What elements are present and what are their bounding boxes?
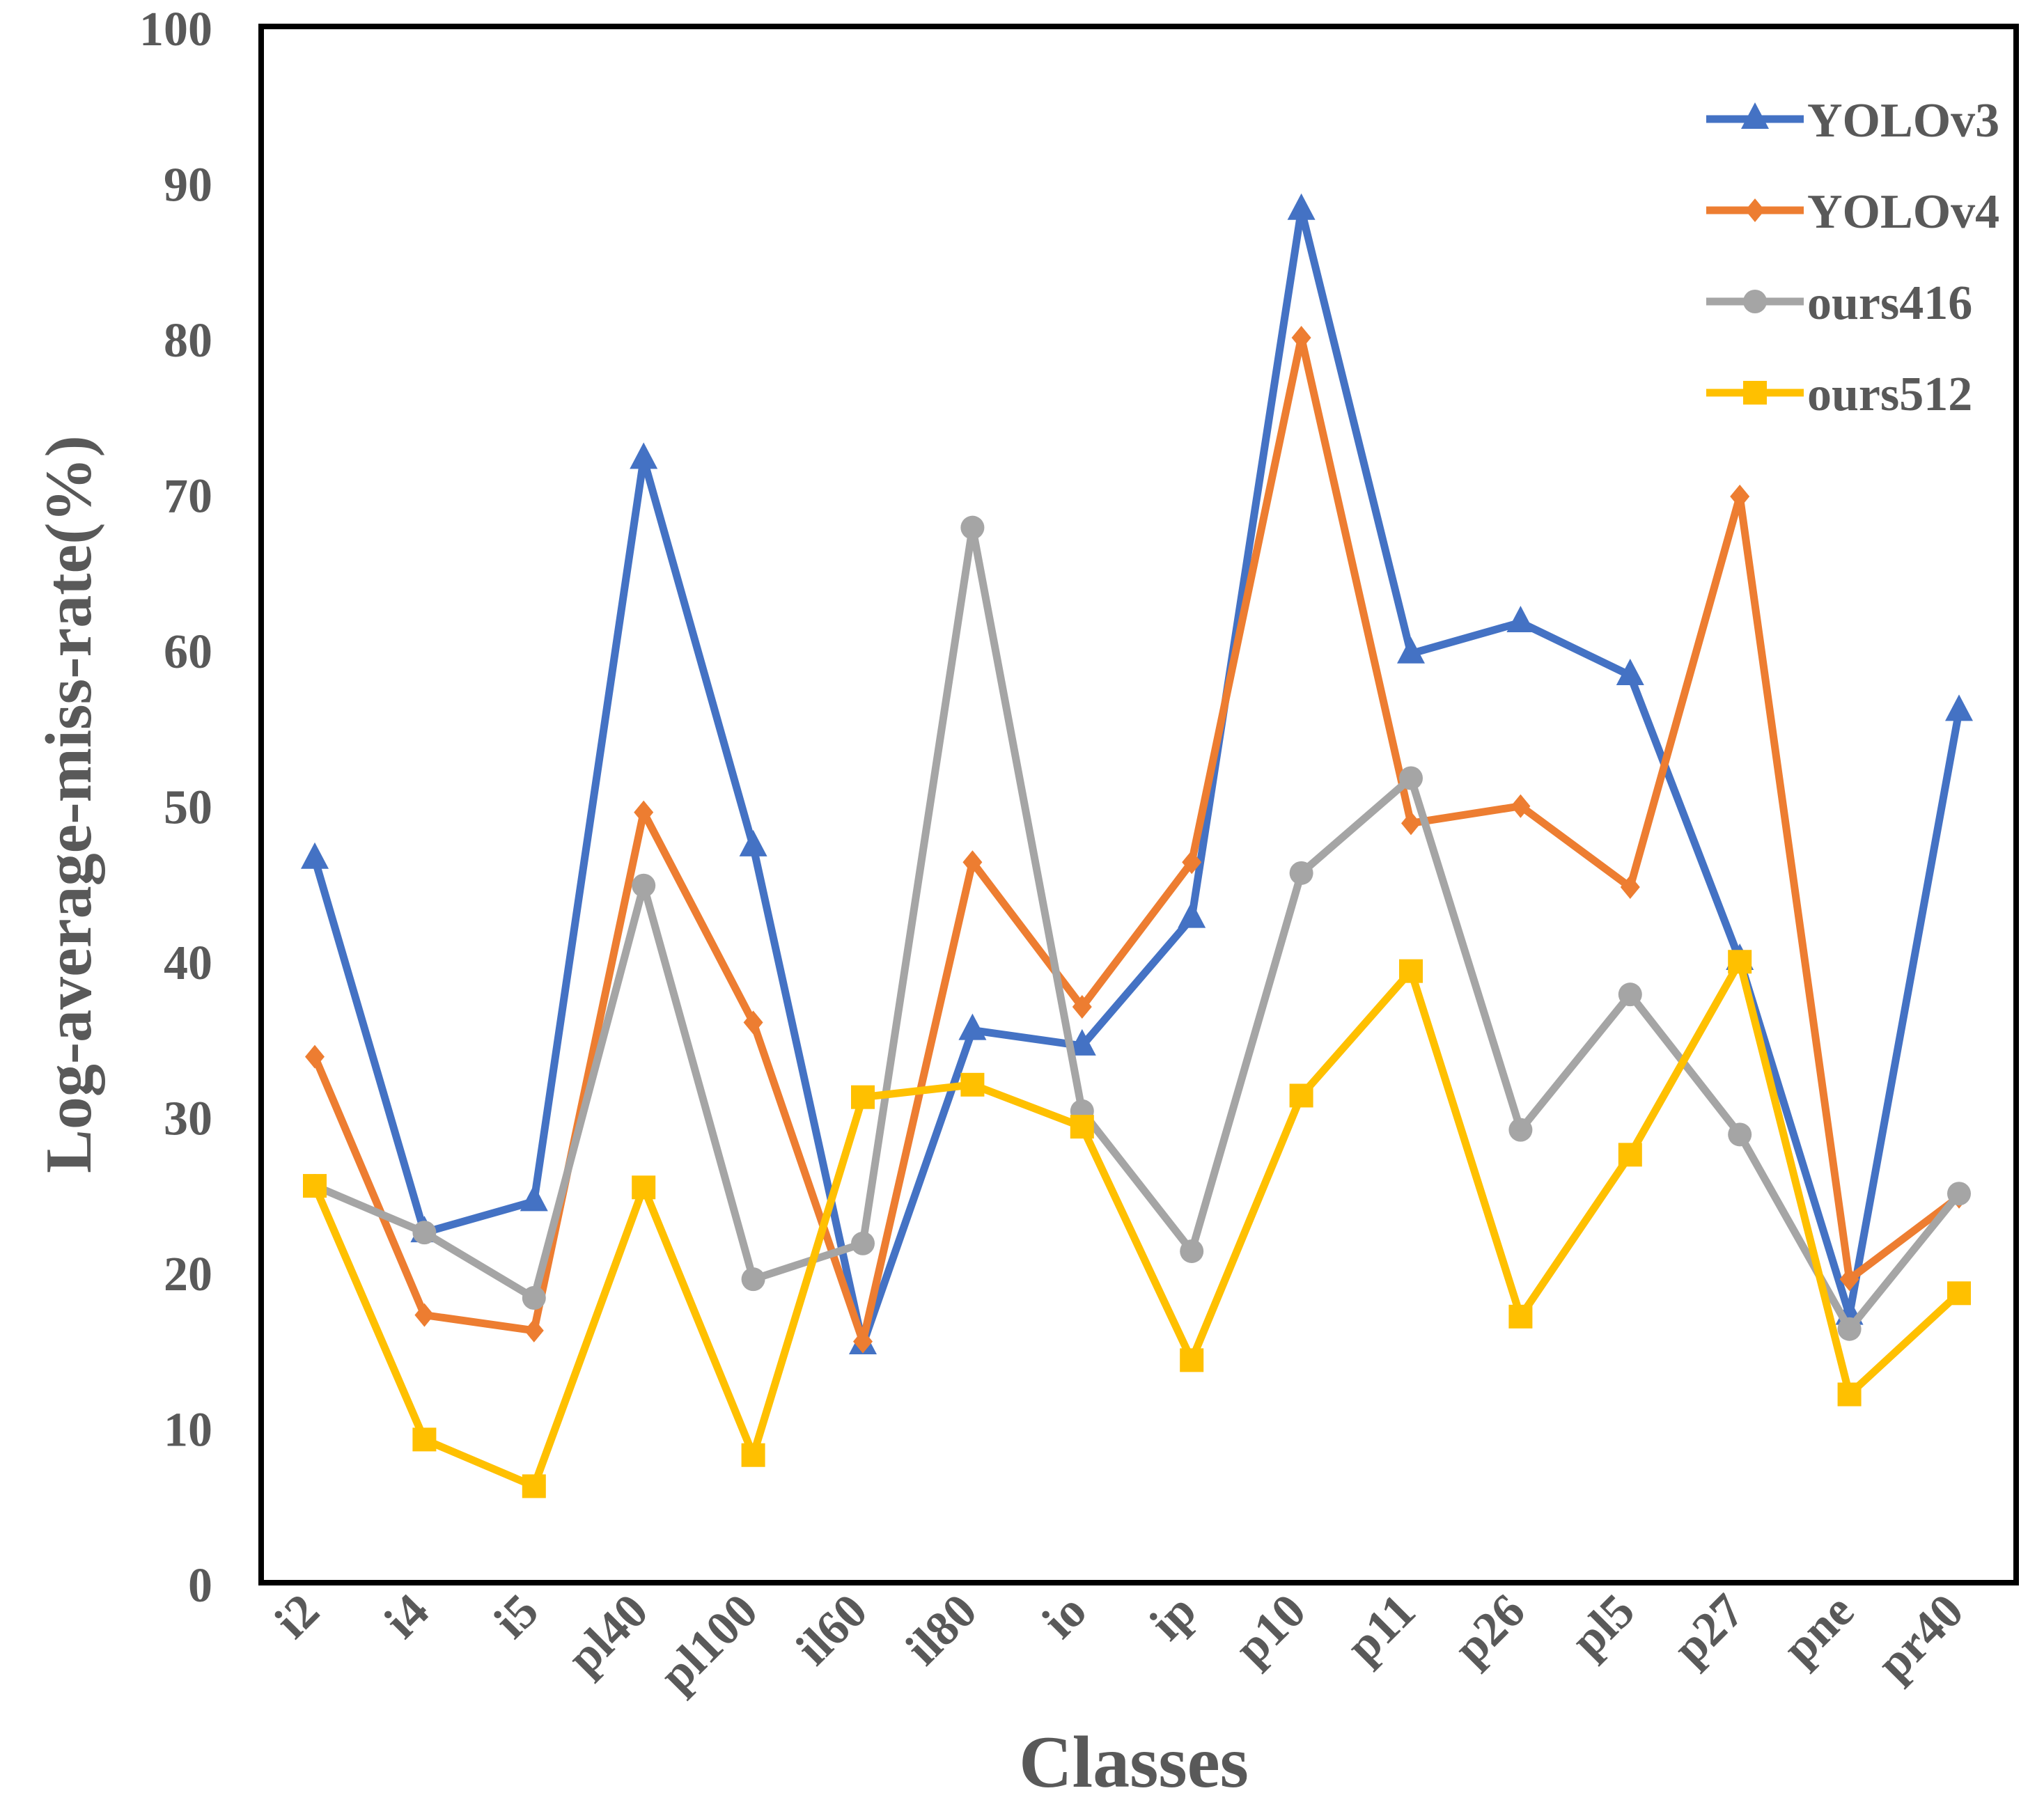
data-point-yolov4 xyxy=(1620,875,1640,899)
data-point-ours416 xyxy=(741,1267,765,1292)
data-point-ours512 xyxy=(1508,1304,1533,1329)
y-tick-label: 90 xyxy=(164,159,212,212)
legend: YOLOv3 YOLOv4 ours416 ours512 xyxy=(1706,94,1999,421)
data-point-ours512 xyxy=(741,1443,765,1467)
series-line-yolov4 xyxy=(311,334,1963,1346)
series-yolov4 xyxy=(305,326,1969,1354)
y-tick-label: 70 xyxy=(164,470,212,524)
data-point-yolov4 xyxy=(1291,326,1311,350)
data-point-yolov3 xyxy=(1945,694,1973,721)
legend-item-ours512: ours512 xyxy=(1706,368,1972,421)
data-point-yolov4 xyxy=(634,800,654,824)
data-point-ours512 xyxy=(303,1174,327,1198)
y-tick-label: 40 xyxy=(164,937,212,990)
y-tick-label: 30 xyxy=(164,1093,212,1146)
data-point-ours512 xyxy=(522,1474,546,1498)
data-point-ours512 xyxy=(632,1175,656,1200)
data-point-yolov3 xyxy=(1397,636,1425,664)
data-point-ours416 xyxy=(1728,1122,1752,1147)
data-point-ours512 xyxy=(412,1427,437,1452)
legend-label-ours416: ours416 xyxy=(1807,276,1972,330)
legend-item-yolov4: YOLOv4 xyxy=(1706,185,1999,239)
y-tick-label: 0 xyxy=(188,1559,212,1613)
data-point-yolov3 xyxy=(739,829,767,856)
data-point-ours416 xyxy=(960,515,985,540)
series-line-yolov3 xyxy=(311,206,1963,1349)
y-axis-title: Log-average-miss-rate(%) xyxy=(33,435,105,1173)
data-point-ours416 xyxy=(851,1231,875,1255)
data-point-ours512 xyxy=(1837,1382,1862,1407)
data-point-yolov4 xyxy=(524,1318,544,1342)
data-point-yolov4 xyxy=(1072,995,1092,1019)
y-tick-label: 50 xyxy=(164,781,212,835)
data-point-ours416 xyxy=(412,1221,437,1245)
data-point-yolov4 xyxy=(962,850,983,875)
data-point-ours416 xyxy=(1508,1118,1533,1142)
data-point-yolov4 xyxy=(1182,850,1202,875)
y-axis-ticks: 0 10 20 30 40 50 60 70 80 90 100 xyxy=(139,3,212,1613)
legend-item-yolov3: YOLOv3 xyxy=(1706,94,1999,148)
y-tick-label: 60 xyxy=(164,625,212,679)
data-point-yolov3 xyxy=(520,1184,548,1212)
data-point-ours512 xyxy=(1399,959,1423,983)
data-point-yolov4 xyxy=(305,1044,325,1069)
legend-label-ours512: ours512 xyxy=(1807,368,1972,421)
data-point-ours512 xyxy=(1947,1281,1971,1306)
data-point-yolov3 xyxy=(1068,1028,1096,1056)
data-point-ours416 xyxy=(522,1285,546,1310)
data-point-yolov3 xyxy=(958,1013,987,1040)
legend-marker-ours512 xyxy=(1743,381,1767,405)
data-point-yolov4 xyxy=(1511,794,1531,818)
data-point-yolov4 xyxy=(1730,484,1750,508)
data-point-yolov4 xyxy=(743,1010,763,1035)
y-tick-label: 100 xyxy=(139,3,212,56)
data-point-ours416 xyxy=(1947,1182,1971,1206)
legend-marker-yolov4 xyxy=(1745,198,1765,222)
legend-marker-ours416 xyxy=(1743,290,1767,313)
data-point-ours512 xyxy=(1289,1083,1313,1108)
data-point-yolov3 xyxy=(1178,901,1206,928)
data-point-yolov3 xyxy=(1506,606,1535,633)
data-point-yolov3 xyxy=(630,442,658,469)
data-point-ours416 xyxy=(1618,982,1642,1007)
data-point-yolov3 xyxy=(1287,193,1316,220)
legend-label-yolov4: YOLOv4 xyxy=(1807,185,1999,239)
data-point-ours416 xyxy=(1399,766,1423,790)
data-point-ours416 xyxy=(632,873,656,898)
legend-marker-yolov3 xyxy=(1741,102,1769,129)
data-point-ours512 xyxy=(960,1072,985,1097)
data-point-yolov4 xyxy=(414,1303,435,1327)
legend-label-yolov3: YOLOv3 xyxy=(1807,94,1999,148)
legend-item-ours416: ours416 xyxy=(1706,276,1972,330)
series-layer xyxy=(301,193,1973,1498)
data-point-yolov4 xyxy=(853,1329,873,1354)
data-point-ours416 xyxy=(1837,1317,1862,1341)
data-point-ours416 xyxy=(1289,861,1313,885)
data-point-ours512 xyxy=(851,1085,875,1109)
data-point-yolov3 xyxy=(301,842,329,869)
series-line-ours512 xyxy=(311,957,1963,1490)
y-tick-label: 20 xyxy=(164,1248,212,1301)
plot-area-frame xyxy=(258,24,2019,1585)
x-axis-title: Classes xyxy=(1019,1721,1249,1803)
data-point-ours512 xyxy=(1180,1348,1204,1372)
data-point-ours512 xyxy=(1618,1143,1642,1167)
data-point-ours512 xyxy=(1070,1115,1094,1139)
y-tick-label: 10 xyxy=(164,1404,212,1457)
series-ours512 xyxy=(303,950,1971,1498)
data-point-ours512 xyxy=(1728,950,1752,974)
data-point-yolov4 xyxy=(1839,1267,1859,1292)
data-point-ours416 xyxy=(1180,1239,1204,1263)
data-point-yolov3 xyxy=(1616,658,1644,685)
data-point-yolov4 xyxy=(1401,811,1421,836)
y-tick-label: 80 xyxy=(164,314,212,368)
